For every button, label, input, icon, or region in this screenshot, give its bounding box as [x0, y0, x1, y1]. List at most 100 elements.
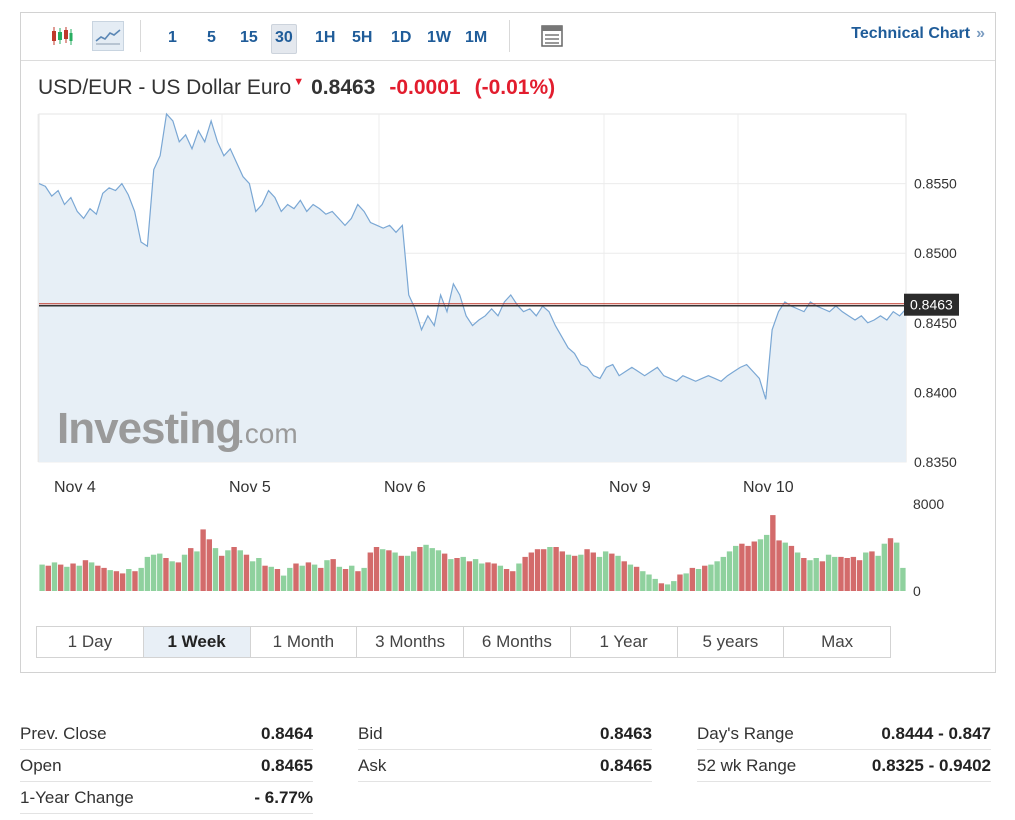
volume-bar — [157, 553, 163, 591]
volume-bar — [293, 563, 299, 591]
volume-bar — [788, 545, 795, 591]
volume-bar — [82, 560, 89, 591]
volume-bar — [856, 560, 863, 591]
stat-label: Open — [20, 756, 62, 775]
range-1-day[interactable]: 1 Day — [37, 627, 144, 657]
range-1-month[interactable]: 1 Month — [251, 627, 358, 657]
volume-bar — [429, 548, 435, 591]
volume-bar — [417, 547, 423, 591]
stat-value: 0.8464 — [261, 724, 313, 743]
volume-bar — [441, 553, 448, 591]
volume-bar — [194, 551, 200, 591]
timeframe-1h[interactable]: 1H — [315, 29, 336, 46]
candlestick-chart-icon[interactable] — [47, 21, 77, 51]
volume-bar — [838, 556, 844, 591]
timeframe-1[interactable]: 1 — [168, 29, 177, 46]
volume-bar — [448, 559, 454, 591]
stat-row: 1-Year Change - 6.77% — [20, 782, 313, 814]
volume-bar — [745, 545, 751, 591]
volume-bar — [274, 569, 281, 591]
stat-label: Prev. Close — [20, 724, 107, 743]
volume-bar — [342, 569, 349, 591]
volume-bar — [355, 571, 361, 591]
volume-bar — [491, 563, 497, 591]
volume-bar — [503, 569, 510, 591]
volume-bar — [664, 584, 671, 591]
volume-bar — [479, 563, 485, 591]
timeframe-30[interactable]: 30 — [271, 24, 297, 54]
range-max[interactable]: Max — [821, 632, 854, 651]
volume-bar — [380, 549, 386, 591]
table-view-icon[interactable] — [537, 21, 567, 51]
volume-bar — [88, 562, 95, 591]
volume-bar — [497, 565, 504, 591]
quote-header: USD/EUR - US Dollar Euro ▼ 0.8463 -0.0001 (-… — [38, 76, 555, 100]
toolbar-divider — [140, 20, 141, 52]
volume-bar — [887, 538, 894, 591]
volume-bar — [627, 564, 634, 591]
volume-bar — [559, 551, 565, 591]
volume-bar — [596, 556, 603, 591]
timeframe-5h[interactable]: 5H — [352, 29, 373, 46]
timeframe-5[interactable]: 5 — [207, 29, 216, 46]
volume-bar — [95, 565, 101, 591]
volume-bar — [739, 543, 745, 591]
stat-label: Ask — [358, 756, 387, 775]
volume-bar — [863, 552, 869, 591]
volume-bar — [231, 547, 237, 591]
volume-bar — [770, 515, 776, 591]
volume-bar — [584, 549, 590, 591]
volume-bar — [782, 542, 788, 591]
volume-bar — [70, 563, 76, 591]
y-tick-label: 0.8400 — [914, 384, 957, 400]
last-price-label: 0.8463 — [910, 297, 953, 313]
double-chevron-right-icon: » — [976, 25, 985, 42]
range-1-week[interactable]: 1 Week — [143, 627, 251, 657]
volume-tick-label: 0 — [913, 583, 921, 599]
technical-chart-link[interactable]: Technical Chart » — [851, 25, 985, 43]
volume-bar — [602, 551, 609, 591]
range-1-year[interactable]: 1 Year — [571, 627, 678, 657]
chart-widget: 1 5 15 30 1H 5H 1D 1W 1M Technical Chart» USD/EU… — [20, 12, 996, 673]
range-3-months[interactable]: 3 Months — [357, 627, 464, 657]
technical-chart-label: Technical Chart — [851, 25, 971, 42]
volume-bar — [398, 555, 404, 591]
timeframe-1d[interactable]: 1D — [391, 29, 412, 46]
volume-bar — [485, 562, 491, 591]
volume-bar — [900, 567, 906, 591]
volume-bar — [150, 554, 157, 591]
volume-bar — [757, 539, 764, 591]
price-change: -0.0001 — [389, 76, 461, 99]
y-tick-label: 0.8450 — [914, 315, 957, 331]
price-line — [38, 112, 907, 400]
volume-bar — [776, 540, 782, 591]
timeframe-1m[interactable]: 1M — [465, 29, 488, 46]
investing-watermark-suffix: .com — [237, 418, 298, 449]
price-chart[interactable]: 0.8550 0.8500 0.8450 0.8400 0.8350 Investing.… — [21, 13, 995, 613]
volume-bar — [832, 556, 838, 591]
volume-bar — [683, 573, 689, 591]
volume-bar — [256, 558, 262, 591]
volume-bar — [652, 578, 658, 591]
volume-bar — [39, 564, 45, 591]
volume-bar — [794, 552, 801, 591]
stat-value: 0.8325 - 0.9402 — [871, 756, 991, 775]
volume-bar — [287, 567, 293, 591]
timeframe-1w[interactable]: 1W — [427, 29, 451, 46]
volume-bar — [763, 534, 770, 591]
volume-bar — [466, 561, 473, 591]
chart-toolbar: 1 5 15 30 1H 5H 1D 1W 1M Technical Chart» — [21, 13, 995, 61]
range-6-months[interactable]: 6 Months — [464, 627, 571, 657]
volume-bar — [751, 541, 757, 591]
range-5-years[interactable]: 5 years — [678, 627, 785, 657]
timeframe-15[interactable]: 15 — [240, 29, 258, 46]
x-tick-label: Nov 6 — [384, 479, 426, 496]
stat-label: Bid — [358, 724, 383, 743]
x-tick-label: Nov 9 — [609, 479, 651, 496]
volume-bar — [565, 554, 572, 591]
area-chart-icon[interactable] — [92, 21, 124, 51]
volume-bar — [262, 565, 268, 591]
stat-row: Day's Range 0.8444 - 0.847 — [697, 718, 991, 750]
volume-bar — [367, 552, 374, 591]
volume-bar — [169, 561, 175, 591]
